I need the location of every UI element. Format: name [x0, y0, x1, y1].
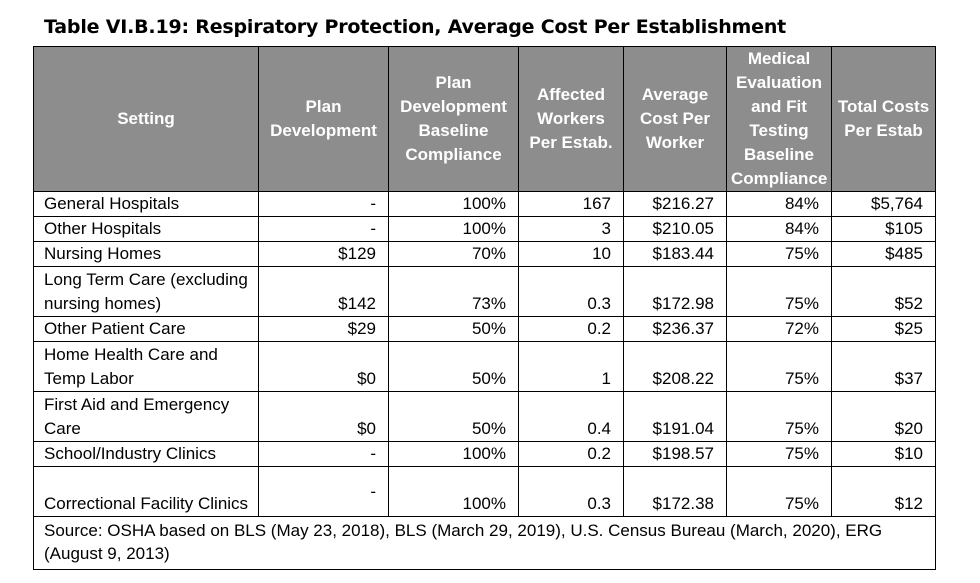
cell-affected-workers: 1 [518, 341, 624, 392]
cost-table: Setting Plan Development Plan Developmen… [33, 46, 936, 570]
cell-plan-development: $142 [258, 266, 389, 317]
cell-plan-development: - [258, 216, 389, 242]
cell-total-costs: $37 [831, 341, 936, 392]
cell-plan-baseline: 100% [388, 441, 519, 467]
row-setting: Other Patient Care [33, 316, 259, 342]
table-row: First Aid and Emergency Care $0 50% 0.4 … [33, 391, 936, 442]
source-note: Source: OSHA based on BLS (May 23, 2018)… [33, 516, 936, 570]
header-plan-development-baseline-compliance: Plan Development Baseline Compliance [388, 46, 519, 192]
cell-plan-baseline: 50% [388, 316, 519, 342]
header-plan-development: Plan Development [258, 46, 389, 192]
cell-total-costs: $105 [831, 216, 936, 242]
table-row: Correctional Facility Clinics - 100% 0.3… [33, 466, 936, 517]
cell-affected-workers: 0.3 [518, 266, 624, 317]
cell-avg-cost: $210.05 [623, 216, 727, 242]
table-row: Home Health Care and Temp Labor $0 50% 1… [33, 341, 936, 392]
cell-plan-baseline: 50% [388, 341, 519, 392]
cell-affected-workers: 10 [518, 241, 624, 267]
cell-plan-baseline: 100% [388, 216, 519, 242]
cell-affected-workers: 167 [518, 191, 624, 217]
cell-plan-development: - [258, 466, 389, 517]
row-setting: General Hospitals [33, 191, 259, 217]
cell-avg-cost: $216.27 [623, 191, 727, 217]
cell-plan-baseline: 50% [388, 391, 519, 442]
cell-plan-development: $29 [258, 316, 389, 342]
cell-plan-development: $0 [258, 341, 389, 392]
cell-medical-baseline: 75% [726, 341, 832, 392]
cell-plan-baseline: 73% [388, 266, 519, 317]
cell-plan-baseline: 70% [388, 241, 519, 267]
cell-medical-baseline: 72% [726, 316, 832, 342]
cell-total-costs: $25 [831, 316, 936, 342]
table-row: Nursing Homes $129 70% 10 $183.44 75% $4… [33, 241, 936, 267]
cell-plan-development: - [258, 191, 389, 217]
row-setting: First Aid and Emergency Care [33, 391, 259, 442]
header-average-cost-per-worker: Average Cost Per Worker [623, 46, 727, 192]
cell-plan-development: $129 [258, 241, 389, 267]
source-row: Source: OSHA based on BLS (May 23, 2018)… [33, 516, 936, 570]
cell-total-costs: $52 [831, 266, 936, 317]
cell-plan-baseline: 100% [388, 466, 519, 517]
header-total-costs: Total Costs Per Estab [831, 46, 936, 192]
cell-avg-cost: $191.04 [623, 391, 727, 442]
row-setting: Nursing Homes [33, 241, 259, 267]
cell-avg-cost: $198.57 [623, 441, 727, 467]
cell-avg-cost: $208.22 [623, 341, 727, 392]
table-title: Table VI.B.19: Respiratory Protection, A… [44, 16, 787, 38]
table-row: General Hospitals - 100% 167 $216.27 84%… [33, 191, 936, 217]
header-affected-workers: Affected Workers Per Estab. [518, 46, 624, 192]
header-medical-evaluation: Medical Evaluation and Fit Testing Basel… [726, 46, 832, 192]
cell-plan-baseline: 100% [388, 191, 519, 217]
cell-avg-cost: $172.38 [623, 466, 727, 517]
cell-medical-baseline: 75% [726, 441, 832, 467]
cell-medical-baseline: 75% [726, 466, 832, 517]
header-setting: Setting [33, 46, 259, 192]
table-row: Other Patient Care $29 50% 0.2 $236.37 7… [33, 316, 936, 342]
cell-medical-baseline: 84% [726, 216, 832, 242]
cell-avg-cost: $183.44 [623, 241, 727, 267]
cell-total-costs: $5,764 [831, 191, 936, 217]
cell-medical-baseline: 75% [726, 391, 832, 442]
cell-affected-workers: 0.4 [518, 391, 624, 442]
cell-plan-development: $0 [258, 391, 389, 442]
row-setting: Other Hospitals [33, 216, 259, 242]
cell-affected-workers: 0.2 [518, 316, 624, 342]
cell-affected-workers: 0.2 [518, 441, 624, 467]
cell-total-costs: $10 [831, 441, 936, 467]
table-row: Other Hospitals - 100% 3 $210.05 84% $10… [33, 216, 936, 242]
cell-total-costs: $20 [831, 391, 936, 442]
cell-medical-baseline: 84% [726, 191, 832, 217]
row-setting: Correctional Facility Clinics [33, 466, 259, 517]
cell-medical-baseline: 75% [726, 241, 832, 267]
table-row: Long Term Care (excluding nursing homes)… [33, 266, 936, 317]
row-setting: Home Health Care and Temp Labor [33, 341, 259, 392]
cell-avg-cost: $172.98 [623, 266, 727, 317]
row-setting: Long Term Care (excluding nursing homes) [33, 266, 259, 317]
cell-total-costs: $12 [831, 466, 936, 517]
cell-plan-development: - [258, 441, 389, 467]
cell-avg-cost: $236.37 [623, 316, 727, 342]
cell-total-costs: $485 [831, 241, 936, 267]
cell-affected-workers: 3 [518, 216, 624, 242]
row-setting: School/Industry Clinics [33, 441, 259, 467]
cell-medical-baseline: 75% [726, 266, 832, 317]
table-row: School/Industry Clinics - 100% 0.2 $198.… [33, 441, 936, 467]
header-row: Setting Plan Development Plan Developmen… [33, 46, 936, 192]
cell-affected-workers: 0.3 [518, 466, 624, 517]
